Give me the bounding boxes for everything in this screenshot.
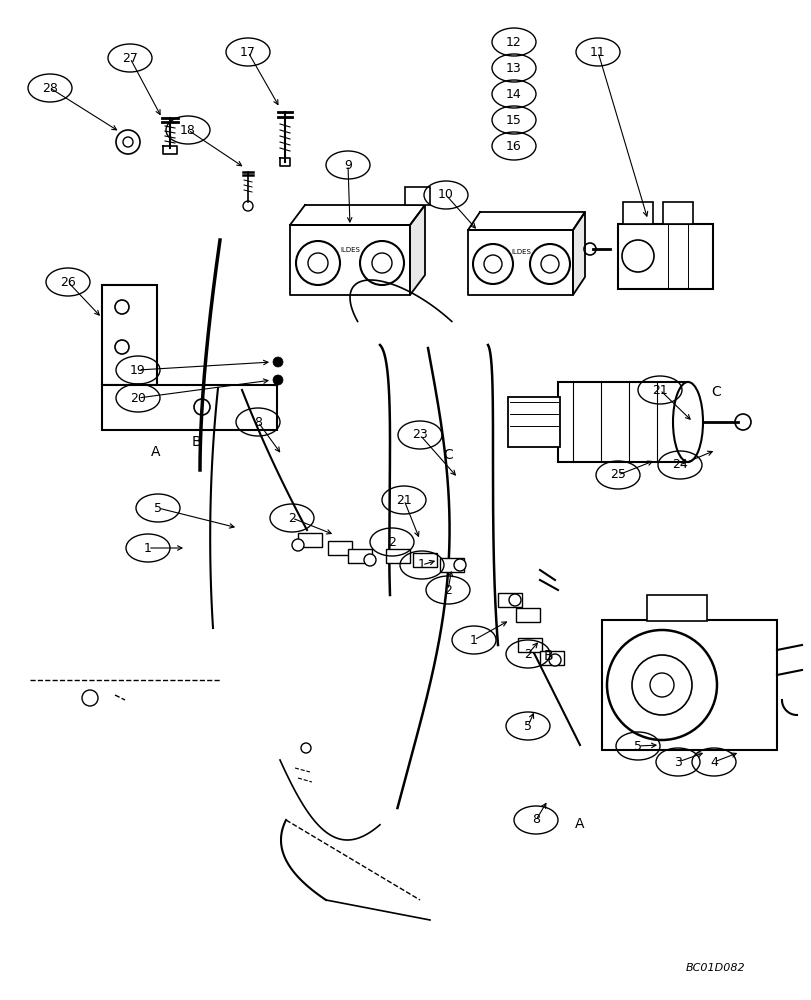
- Bar: [539, 651, 564, 665]
- Circle shape: [453, 559, 466, 571]
- Text: 19: 19: [130, 363, 146, 376]
- Bar: [298, 533, 322, 547]
- Text: C: C: [710, 385, 720, 399]
- Circle shape: [292, 539, 303, 551]
- Text: 8: 8: [254, 416, 262, 428]
- Circle shape: [363, 554, 375, 566]
- Bar: [517, 638, 541, 652]
- Text: 4: 4: [709, 756, 717, 768]
- Polygon shape: [290, 225, 410, 295]
- Text: 11: 11: [590, 46, 605, 59]
- Circle shape: [548, 654, 560, 666]
- Text: 25: 25: [609, 468, 625, 482]
- Text: 5: 5: [523, 720, 531, 732]
- Bar: [622, 202, 652, 224]
- Bar: [102, 285, 157, 385]
- Text: 28: 28: [42, 82, 58, 95]
- Text: 2: 2: [288, 512, 295, 524]
- Bar: [497, 593, 521, 607]
- Bar: [385, 549, 410, 563]
- Text: A: A: [574, 817, 584, 831]
- Polygon shape: [410, 205, 424, 295]
- Text: 23: 23: [412, 428, 427, 442]
- Bar: [515, 608, 539, 622]
- Bar: [413, 553, 436, 567]
- Text: 14: 14: [505, 88, 521, 101]
- Text: 18: 18: [180, 124, 195, 137]
- Text: 13: 13: [505, 62, 521, 75]
- Text: 24: 24: [672, 458, 687, 472]
- Circle shape: [508, 594, 521, 606]
- Bar: [557, 382, 687, 462]
- Text: 9: 9: [344, 159, 351, 172]
- Text: 3: 3: [673, 756, 681, 768]
- Text: 26: 26: [60, 275, 75, 288]
- Text: C: C: [443, 448, 453, 462]
- Text: 16: 16: [505, 140, 521, 153]
- Text: 21: 21: [396, 493, 411, 506]
- Text: 8: 8: [531, 813, 539, 826]
- Bar: [440, 558, 463, 572]
- Text: 27: 27: [122, 52, 138, 65]
- Text: 21: 21: [651, 383, 667, 396]
- Text: B: B: [543, 649, 552, 663]
- Bar: [617, 224, 712, 289]
- Bar: [348, 549, 371, 563]
- Bar: [663, 202, 692, 224]
- Text: 1: 1: [418, 558, 426, 572]
- Text: 20: 20: [130, 391, 146, 404]
- Circle shape: [272, 357, 283, 367]
- Text: 15: 15: [505, 114, 521, 127]
- Polygon shape: [290, 205, 424, 225]
- Ellipse shape: [672, 382, 702, 462]
- Text: 5: 5: [154, 502, 162, 514]
- Bar: [405, 187, 430, 205]
- Text: ILDES: ILDES: [340, 247, 359, 253]
- Text: A: A: [151, 445, 161, 459]
- Text: 17: 17: [240, 46, 255, 59]
- Text: BC01D082: BC01D082: [685, 963, 744, 973]
- Bar: [102, 385, 277, 430]
- Text: 12: 12: [505, 36, 521, 49]
- Polygon shape: [573, 212, 584, 295]
- Bar: [508, 397, 560, 447]
- Text: 2: 2: [444, 584, 452, 596]
- Text: ILDES: ILDES: [510, 249, 530, 255]
- Bar: [646, 595, 706, 621]
- Text: 1: 1: [470, 634, 478, 647]
- Text: 5: 5: [633, 740, 642, 752]
- Text: 10: 10: [437, 188, 453, 202]
- Bar: [328, 541, 351, 555]
- Polygon shape: [467, 230, 573, 295]
- Bar: [601, 620, 776, 750]
- Text: 2: 2: [388, 536, 396, 548]
- Text: 2: 2: [523, 648, 531, 660]
- Polygon shape: [467, 212, 584, 230]
- Circle shape: [272, 375, 283, 385]
- Text: B: B: [191, 435, 200, 449]
- Text: 1: 1: [144, 542, 152, 554]
